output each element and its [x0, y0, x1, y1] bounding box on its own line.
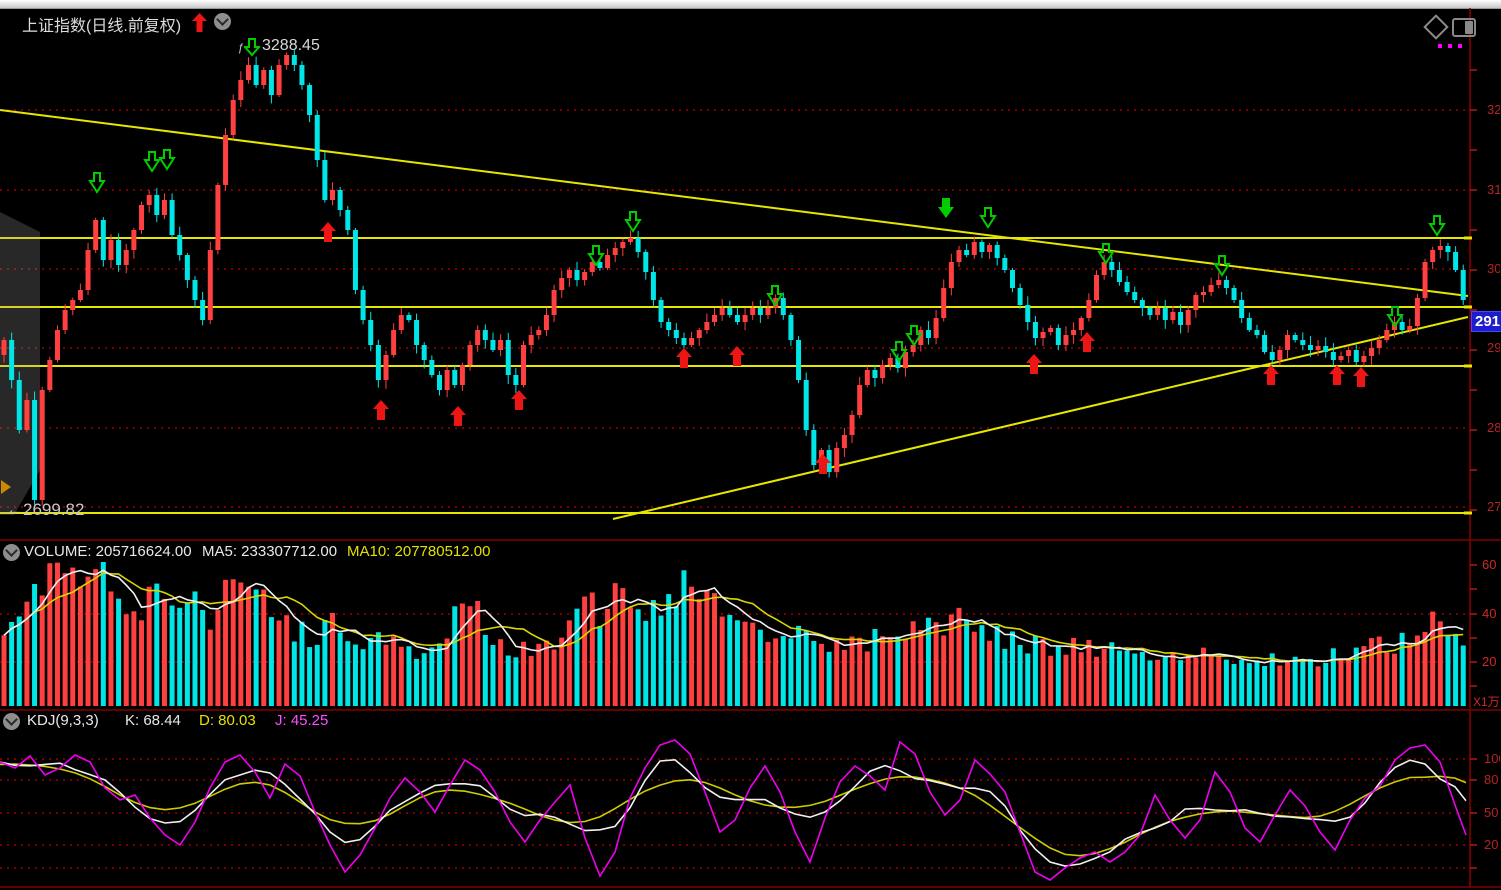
volume-axis-label: 60	[1482, 557, 1497, 572]
main-axis-label: 3200	[1487, 102, 1500, 117]
kdj-axis-label: 20	[1484, 837, 1499, 852]
volume-axis-label: 20	[1482, 654, 1497, 669]
volume-chart[interactable]	[0, 552, 1468, 706]
peak-down-arrow-icon	[244, 38, 260, 57]
collapse-main-pane-button[interactable]	[214, 13, 231, 30]
collapse-volume-pane-button[interactable]	[3, 544, 20, 561]
instrument-title: 上证指数(日线.前复权)	[22, 18, 182, 35]
volume-ma10-label: MA10: 207780512.00	[347, 543, 491, 560]
left-arrow-icon: ←	[6, 500, 23, 519]
support-price-label: ←2699.82	[6, 500, 85, 519]
main-axis-label: 2900	[1487, 340, 1500, 355]
window-top-strip	[0, 0, 1501, 9]
volume-ma5-label: MA5: 233307712.00	[202, 543, 338, 560]
peak-marker-prefix: ƒ	[238, 42, 245, 54]
kdj-axis-label: 80	[1484, 772, 1499, 787]
magenta-dot-icon	[1438, 44, 1442, 48]
volume-axis-label: 40	[1482, 606, 1497, 621]
panel-layout-icon[interactable]	[1452, 18, 1476, 37]
kdj-k-label: K: 68.44	[125, 712, 181, 729]
kdj-j-label: J: 45.25	[275, 712, 329, 729]
main-axis-label: 2800	[1487, 420, 1500, 435]
kdj-axis-label: 100	[1484, 751, 1500, 766]
kdj-name-label: KDJ(9,3,3)	[27, 712, 99, 729]
collapse-kdj-pane-button[interactable]	[3, 713, 20, 730]
magenta-dot-icon	[1458, 44, 1462, 48]
peak-price-label: 3288.45	[262, 37, 320, 54]
main-candle-chart[interactable]	[0, 49, 1469, 520]
main-axis-label: 3000	[1487, 261, 1500, 276]
volume-value-label: VOLUME: 205716624.00	[24, 543, 192, 560]
main-axis-label: 2700	[1487, 499, 1500, 514]
volume-unit-label: X1万	[1473, 695, 1500, 709]
magenta-dot-icon	[1448, 44, 1452, 48]
kdj-d-label: D: 80.03	[199, 712, 256, 729]
right-axis	[0, 8, 1501, 888]
last-price-badge: 291	[1471, 311, 1501, 332]
kdj-axis-label: 50	[1484, 805, 1499, 820]
main-axis-label: 3100	[1487, 182, 1500, 197]
kdj-chart[interactable]	[0, 739, 1468, 881]
title-up-arrow-icon	[192, 13, 207, 32]
